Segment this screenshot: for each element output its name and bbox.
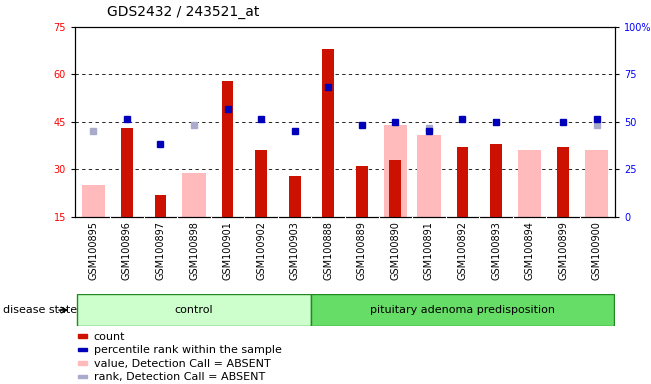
Text: disease state: disease state xyxy=(3,305,77,315)
Bar xyxy=(77,375,87,378)
Bar xyxy=(311,294,613,326)
Bar xyxy=(356,166,368,217)
Text: pituitary adenoma predisposition: pituitary adenoma predisposition xyxy=(370,305,555,315)
Bar xyxy=(322,49,334,217)
Bar xyxy=(77,348,87,351)
Bar xyxy=(77,361,87,364)
Text: GSM100898: GSM100898 xyxy=(189,221,199,280)
Bar xyxy=(77,294,311,326)
Bar xyxy=(222,81,234,217)
Bar xyxy=(81,185,105,217)
Bar xyxy=(456,147,468,217)
Bar xyxy=(289,176,301,217)
Text: GSM100895: GSM100895 xyxy=(89,221,98,280)
Text: GSM100893: GSM100893 xyxy=(491,221,501,280)
Text: GSM100896: GSM100896 xyxy=(122,221,132,280)
Bar xyxy=(585,151,609,217)
Text: value, Detection Call = ABSENT: value, Detection Call = ABSENT xyxy=(94,359,271,369)
Text: GSM100890: GSM100890 xyxy=(391,221,400,280)
Text: rank, Detection Call = ABSENT: rank, Detection Call = ABSENT xyxy=(94,372,265,382)
Text: GSM100888: GSM100888 xyxy=(324,221,333,280)
Bar xyxy=(154,195,166,217)
Text: GSM100901: GSM100901 xyxy=(223,221,232,280)
Text: GSM100902: GSM100902 xyxy=(256,221,266,280)
Text: percentile rank within the sample: percentile rank within the sample xyxy=(94,345,282,356)
Bar xyxy=(255,151,267,217)
Bar xyxy=(383,125,407,217)
Text: GSM100889: GSM100889 xyxy=(357,221,367,280)
Bar xyxy=(518,151,542,217)
Text: GSM100900: GSM100900 xyxy=(592,221,602,280)
Bar xyxy=(389,160,401,217)
Text: count: count xyxy=(94,332,125,342)
Text: control: control xyxy=(174,305,214,315)
Text: GSM100891: GSM100891 xyxy=(424,221,434,280)
Bar xyxy=(557,147,569,217)
Bar xyxy=(490,144,502,217)
Text: GSM100892: GSM100892 xyxy=(458,221,467,280)
Bar xyxy=(182,173,206,217)
Text: GSM100894: GSM100894 xyxy=(525,221,534,280)
Bar xyxy=(121,128,133,217)
Text: GDS2432 / 243521_at: GDS2432 / 243521_at xyxy=(107,5,260,19)
Text: GSM100903: GSM100903 xyxy=(290,221,299,280)
Text: GSM100899: GSM100899 xyxy=(558,221,568,280)
Text: GSM100897: GSM100897 xyxy=(156,221,165,280)
Bar xyxy=(77,334,87,338)
Bar xyxy=(417,135,441,217)
